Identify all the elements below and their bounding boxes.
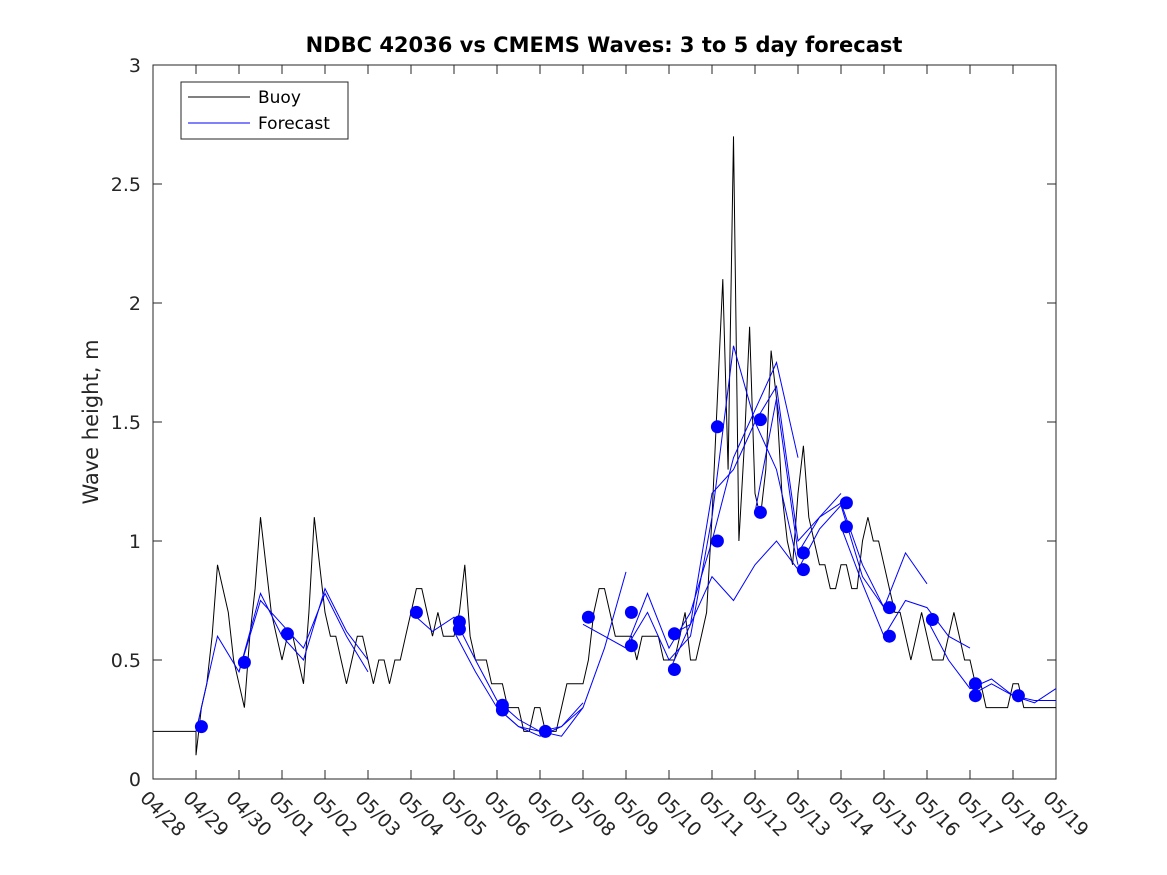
forecast-marker [280, 627, 294, 641]
plot-area [152, 64, 1057, 780]
forecast-markers [194, 413, 1025, 738]
forecast-run-line [496, 571, 627, 737]
legend-label-buoy: Buoy [258, 88, 301, 108]
forecast-marker [839, 520, 853, 534]
forecast-marker [753, 413, 767, 427]
forecast-marker [968, 677, 982, 691]
forecast-marker [796, 546, 810, 560]
y-tick-label: 2 [129, 293, 141, 315]
legend: Buoy Forecast [180, 81, 349, 140]
forecast-marker [624, 605, 638, 619]
forecast-marker [753, 505, 767, 519]
forecast-marker [882, 601, 896, 615]
forecast-marker [667, 663, 681, 676]
forecast-run-line [582, 360, 799, 650]
forecast-marker [796, 563, 810, 577]
y-tick-label: 2.5 [111, 174, 141, 196]
forecast-marker [839, 496, 853, 510]
forecast-marker [710, 534, 724, 548]
legend-label-forecast: Forecast [258, 114, 330, 134]
axes-box [152, 64, 1057, 780]
forecast-marker [452, 622, 466, 636]
y-tick-label: 1.5 [111, 412, 141, 434]
forecast-marker [495, 703, 509, 717]
forecast-run-line [840, 526, 971, 649]
legend-box [180, 81, 349, 140]
forecast-marker [581, 610, 595, 624]
forecast-marker [710, 420, 724, 434]
y-tick-label: 0 [129, 769, 141, 791]
forecast-marker [1011, 689, 1025, 703]
buoy-line [153, 136, 1056, 756]
forecast-marker [925, 613, 939, 626]
forecast-marker [409, 605, 423, 619]
forecast-run-line [238, 587, 369, 673]
chart-title: NDBC 42036 vs CMEMS Waves: 3 to 5 day fo… [306, 33, 903, 57]
forecast-marker [194, 720, 208, 734]
y-tick-label: 1 [129, 531, 141, 553]
forecast-run-line [195, 592, 369, 732]
forecast-marker [538, 724, 552, 738]
buoy-series [153, 136, 1056, 756]
forecast-run-line [410, 612, 584, 732]
forecast-marker [882, 629, 896, 643]
y-tick-labels: 0 0.5 1 1.5 2 2.5 3 [111, 55, 141, 791]
axis-ticks [152, 64, 1057, 780]
forecast-run-line [625, 345, 799, 661]
y-axis-label: Wave height, m [79, 339, 103, 504]
y-tick-label: 3 [129, 55, 141, 77]
forecast-marker [237, 655, 251, 669]
forecast-marker [968, 689, 982, 703]
forecast-marker [667, 627, 681, 641]
forecast-run-line [926, 619, 1057, 704]
forecast-marker [624, 639, 638, 653]
y-tick-label: 0.5 [111, 650, 141, 672]
